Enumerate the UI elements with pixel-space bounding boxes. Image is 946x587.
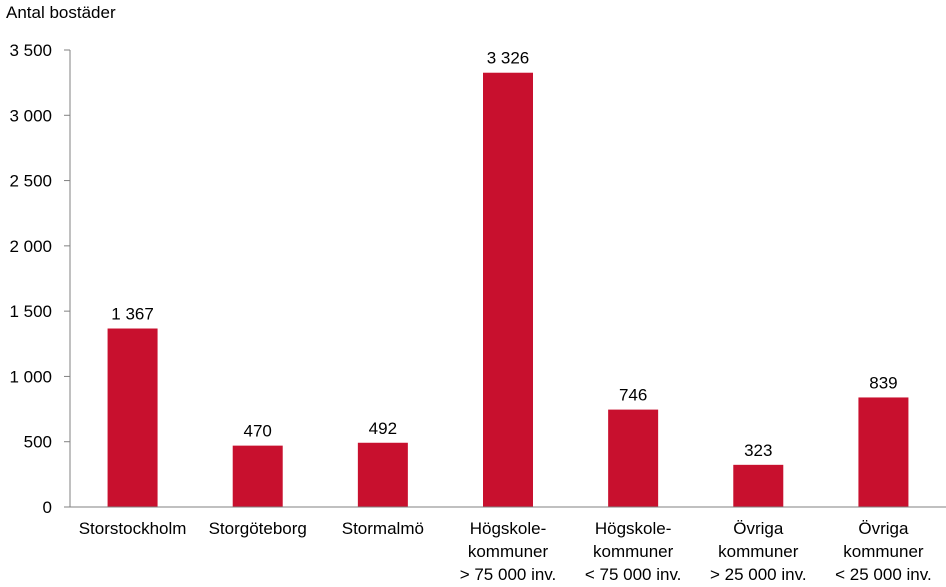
bar-value-label: 492 [369, 419, 397, 438]
x-category-label-line: Storstockholm [79, 519, 187, 538]
x-category-label-line: kommuner [593, 542, 674, 561]
x-category-label: Övriga kommuner > 25 000 inv. [710, 519, 807, 582]
bar-value-label: 323 [744, 441, 772, 460]
bar [357, 442, 408, 507]
x-category-label: Storstockholm [79, 519, 187, 538]
y-tick-label: 3 500 [9, 41, 52, 60]
x-category-label-line: > 75 000 inv. [460, 565, 557, 582]
x-category-label-line: > 25 000 inv. [710, 565, 807, 582]
x-category-label: Högskole-kommuner > 75 000 inv. [460, 519, 557, 582]
bar-value-label: 3 326 [487, 49, 530, 68]
bar-value-label: 839 [869, 373, 897, 392]
y-axis-title: Antal bostäder [6, 3, 116, 22]
y-tick-label: 1 000 [9, 367, 52, 386]
x-category-label-line: kommuner [718, 542, 799, 561]
y-tick-label: 0 [43, 498, 52, 517]
bar [483, 72, 533, 508]
x-category-label-line: Storgöteborg [209, 519, 307, 538]
bar [608, 409, 659, 507]
bar [107, 328, 158, 507]
x-category-label: Stormalmö [342, 519, 424, 538]
bar [858, 397, 909, 507]
x-category-label-line: < 75 000 inv. [585, 565, 682, 582]
x-category-label: Högskole-kommuner < 75 000 inv. [585, 519, 682, 582]
bars [107, 72, 909, 508]
y-tick-label: 2 000 [9, 237, 52, 256]
bar-value-label: 470 [244, 422, 272, 441]
x-category-label-line: Stormalmö [342, 519, 424, 538]
y-tick-label: 2 500 [9, 172, 52, 191]
x-category-label-line: Högskole- [595, 519, 672, 538]
x-category-label-line: kommuner [843, 542, 924, 561]
bar [733, 464, 784, 507]
x-category-label: Storgöteborg [209, 519, 307, 538]
y-tick-label: 500 [24, 433, 52, 452]
bar [232, 445, 283, 507]
y-tick-label: 3 000 [9, 106, 52, 125]
bar-value-label: 746 [619, 386, 647, 405]
value-labels: 1 367 470 492 3 326 746 323 839 [111, 49, 897, 460]
x-category-label-line: Övriga [858, 519, 909, 538]
bar-value-label: 1 367 [111, 305, 154, 324]
x-category-label-line: kommuner [468, 542, 549, 561]
x-category-label-line: < 25 000 inv. [835, 565, 932, 582]
x-category-label-line: Övriga [733, 519, 784, 538]
x-category-label-line: Högskole- [470, 519, 547, 538]
x-axis: Storstockholm Storgöteborg Stormalmö Högsko… [70, 506, 946, 584]
y-tick-label: 1 500 [9, 302, 52, 321]
y-axis: 0 500 1 000 1 500 2 000 2 500 3 000 3 500 [9, 41, 71, 517]
x-category-label: Övriga kommuner < 25 000 inv. [835, 519, 932, 582]
